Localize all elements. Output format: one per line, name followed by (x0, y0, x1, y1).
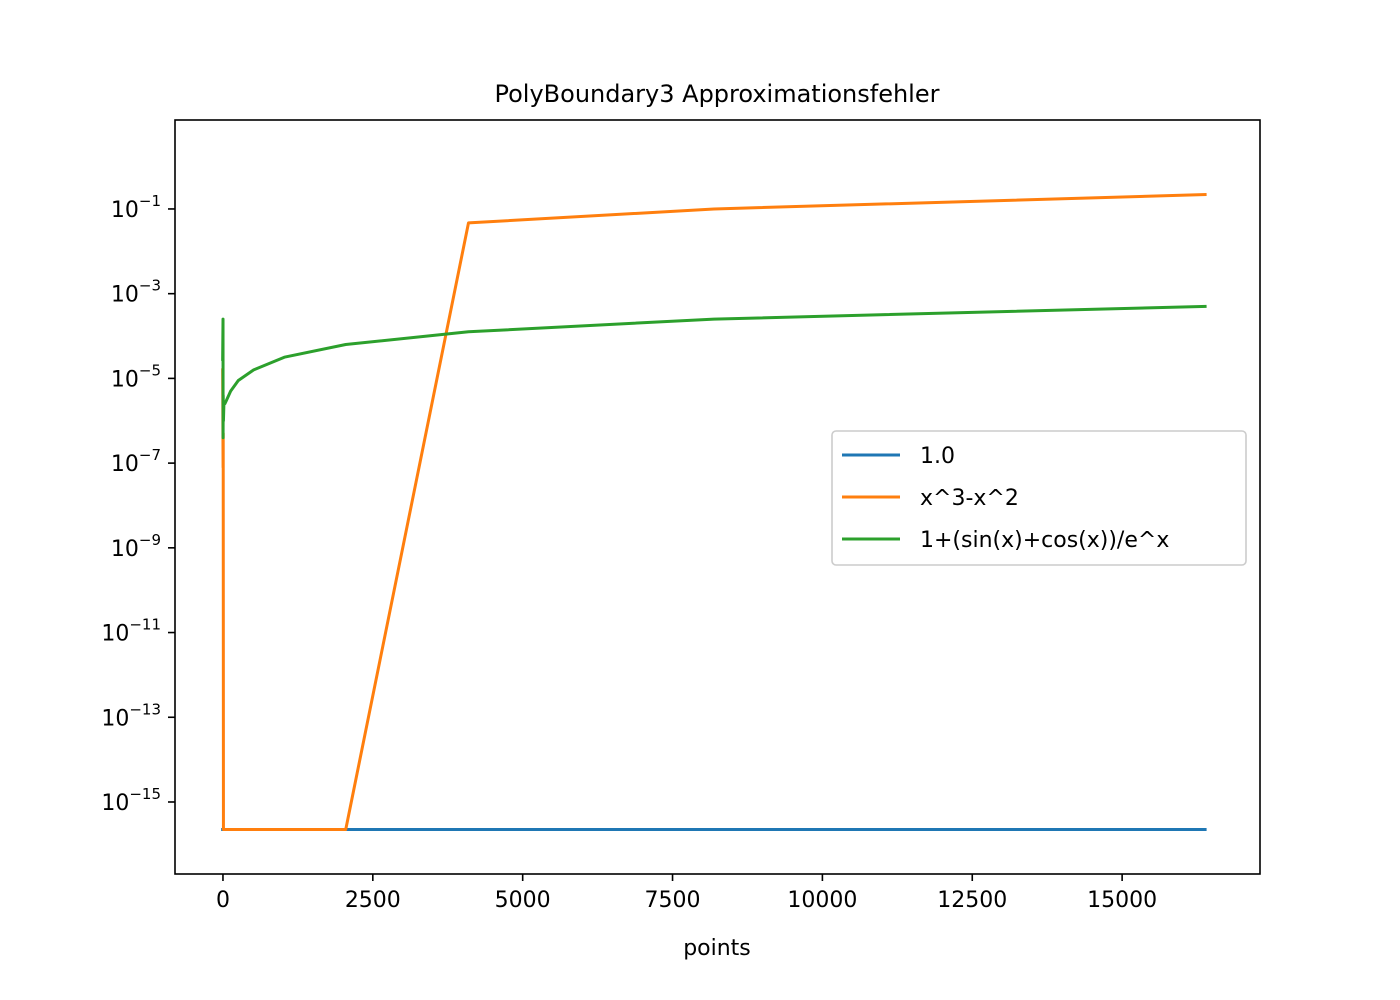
legend-box (831, 430, 1247, 566)
series-lines (221, 193, 1207, 832)
y-tick-label: 10−13 (101, 700, 161, 731)
x-tick-label: 7500 (645, 888, 701, 913)
y-tick-label: 10−9 (111, 531, 161, 562)
x-tick-label: 12500 (937, 888, 1007, 913)
x-tick-label: 0 (216, 888, 230, 913)
legend-label-1: 1.0 (920, 444, 955, 469)
y-tick-label: 10−3 (111, 277, 161, 308)
series-line-2 (221, 193, 1207, 832)
x-axis-label: points (683, 936, 751, 961)
y-tick-label: 10−7 (111, 446, 161, 477)
x-tick-label: 5000 (495, 888, 551, 913)
x-tick-label: 15000 (1087, 888, 1157, 913)
plot-frame (174, 119, 1261, 875)
series-line-3 (221, 304, 1207, 440)
x-tick-label: 10000 (787, 888, 857, 913)
y-tick-label: 10−5 (111, 361, 161, 392)
legend-label-2: x^3-x^2 (920, 486, 1019, 511)
y-axis-ticks: 10−1 10−3 10−5 10−7 10−9 10−11 10−13 10−15 (101, 192, 175, 816)
y-tick-label: 10−15 (101, 785, 161, 816)
legend: 1.0 x^3-x^2 1+(sin(x)+cos(x))/e^x (831, 430, 1247, 566)
x-axis-ticks: 0 2500 5000 7500 10000 12500 15000 (216, 874, 1157, 913)
legend-label-3: 1+(sin(x)+cos(x))/e^x (920, 528, 1169, 553)
x-tick-label: 2500 (345, 888, 401, 913)
y-tick-label: 10−11 (101, 616, 161, 647)
y-tick-label: 10−1 (111, 192, 161, 223)
chart-title: PolyBoundary3 Approximationsfehler (495, 80, 940, 108)
